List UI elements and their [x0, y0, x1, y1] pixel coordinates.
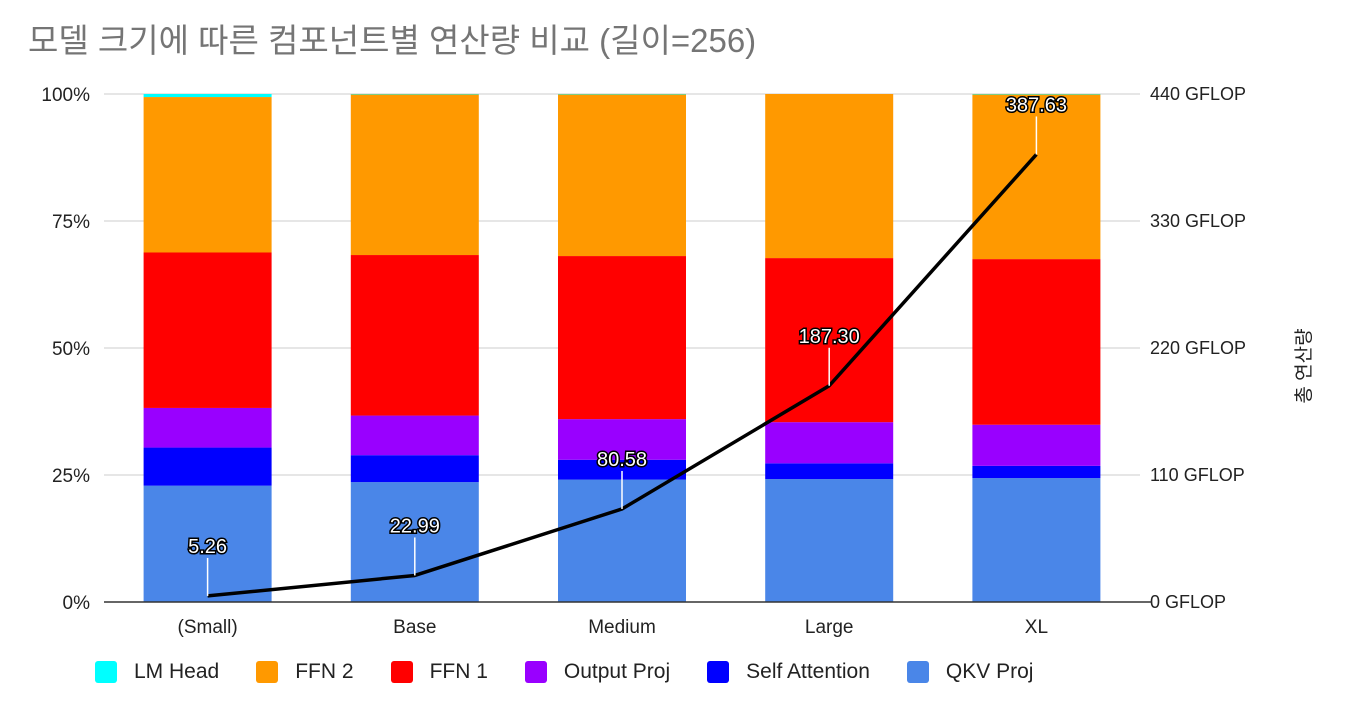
bar-segment-ffn-2 — [765, 94, 894, 259]
data-label: 5.26 — [188, 536, 227, 558]
bar-segment-output-proj — [558, 419, 686, 460]
bar-segment-output-proj — [765, 422, 894, 464]
bar-segment-lm-head — [558, 94, 686, 95]
data-label: 187.30 — [799, 326, 860, 348]
legend-label: QKV Proj — [945, 660, 1034, 683]
legend-swatch — [390, 661, 413, 683]
x-tick-label: Medium — [588, 617, 656, 638]
chart-title: 모델 크기에 따른 컴포넌트별 연산량 비교 (길이=256) — [28, 22, 757, 59]
data-label: 80.58 — [597, 449, 647, 471]
y-right-tick-label: 440 GFLOP — [1150, 84, 1246, 104]
bar-segment-self-attention — [350, 455, 479, 483]
legend-swatch — [707, 661, 730, 683]
bar-segment-lm-head — [143, 94, 272, 98]
legend: LM Head FFN 2 FFN 1 Output Proj Self Attenti… — [95, 660, 1070, 684]
bar-segment-self-attention — [765, 463, 894, 480]
legend-item-output-proj: Output Proj — [524, 660, 671, 684]
legend-label: FFN 1 — [429, 660, 488, 683]
data-labels: 5.26 22.99 80.58 187.30 387.63 — [187, 93, 1068, 596]
legend-swatch — [256, 661, 279, 683]
bar-segment-output-proj — [143, 407, 272, 448]
y-left-tick-label: 75% — [52, 212, 90, 233]
bar-segment-ffn-1 — [350, 255, 479, 416]
y-right-tick-label: 220 GFLOP — [1150, 338, 1246, 358]
bar-segment-self-attention — [143, 447, 272, 486]
legend-label: LM Head — [134, 660, 220, 683]
bar-segment-lm-head — [972, 94, 1101, 95]
y-right-tick-label: 330 GFLOP — [1150, 211, 1246, 231]
data-label: 387.63 — [1006, 94, 1067, 116]
bar-segment-ffn-1 — [143, 252, 272, 408]
x-tick-label: Base — [393, 617, 436, 638]
legend-swatch — [524, 661, 547, 683]
x-tick-label: Large — [805, 617, 854, 638]
legend-label: FFN 2 — [295, 660, 354, 683]
bar-segment-output-proj — [972, 424, 1101, 466]
bar-segment-self-attention — [972, 465, 1101, 479]
legend-item-self-attention: Self Attention — [707, 660, 870, 684]
legend-label: Output Proj — [563, 660, 671, 683]
bar-segment-ffn-1 — [972, 259, 1101, 425]
legend-item-lm-head: LM Head — [95, 660, 219, 684]
bar-segment-ffn-1 — [558, 256, 686, 420]
y-right-tick-label: 110 GFLOP — [1150, 465, 1245, 485]
axes: 0% 25% 50% 75% 100% 0 GFLOP 110 GFLOP 220 GFLOP… — [41, 84, 1315, 638]
legend-item-ffn-1: FFN 1 — [390, 660, 488, 684]
y-right-tick-label: 0 GFLOP — [1150, 592, 1226, 612]
y-right-axis-label: 총 연산량 — [1293, 328, 1315, 403]
y-left-tick-label: 100% — [41, 85, 90, 106]
legend-label: Self Attention — [746, 660, 870, 683]
bar-segment-output-proj — [350, 415, 479, 456]
legend-item-ffn-2: FFN 2 — [256, 660, 354, 684]
legend-item-qkv-proj: QKV Proj — [906, 660, 1034, 684]
legend-swatch — [906, 661, 929, 683]
y-left-tick-label: 50% — [52, 339, 90, 360]
legend-swatch — [95, 661, 117, 683]
y-left-tick-label: 25% — [52, 466, 90, 487]
bar-segment-qkv-proj — [972, 478, 1101, 602]
bar-segment-self-attention — [558, 459, 686, 480]
bar-segment-qkv-proj — [765, 479, 894, 602]
y-left-tick-label: 0% — [63, 593, 91, 614]
bar-segment-ffn-2 — [350, 94, 479, 256]
bar-segment-ffn-2 — [558, 94, 686, 257]
bar-segment-ffn-2 — [143, 97, 272, 253]
x-tick-label: XL — [1025, 617, 1048, 638]
x-tick-label: (Small) — [178, 617, 238, 638]
bar-segment-lm-head — [350, 94, 479, 95]
data-label: 22.99 — [390, 515, 440, 537]
